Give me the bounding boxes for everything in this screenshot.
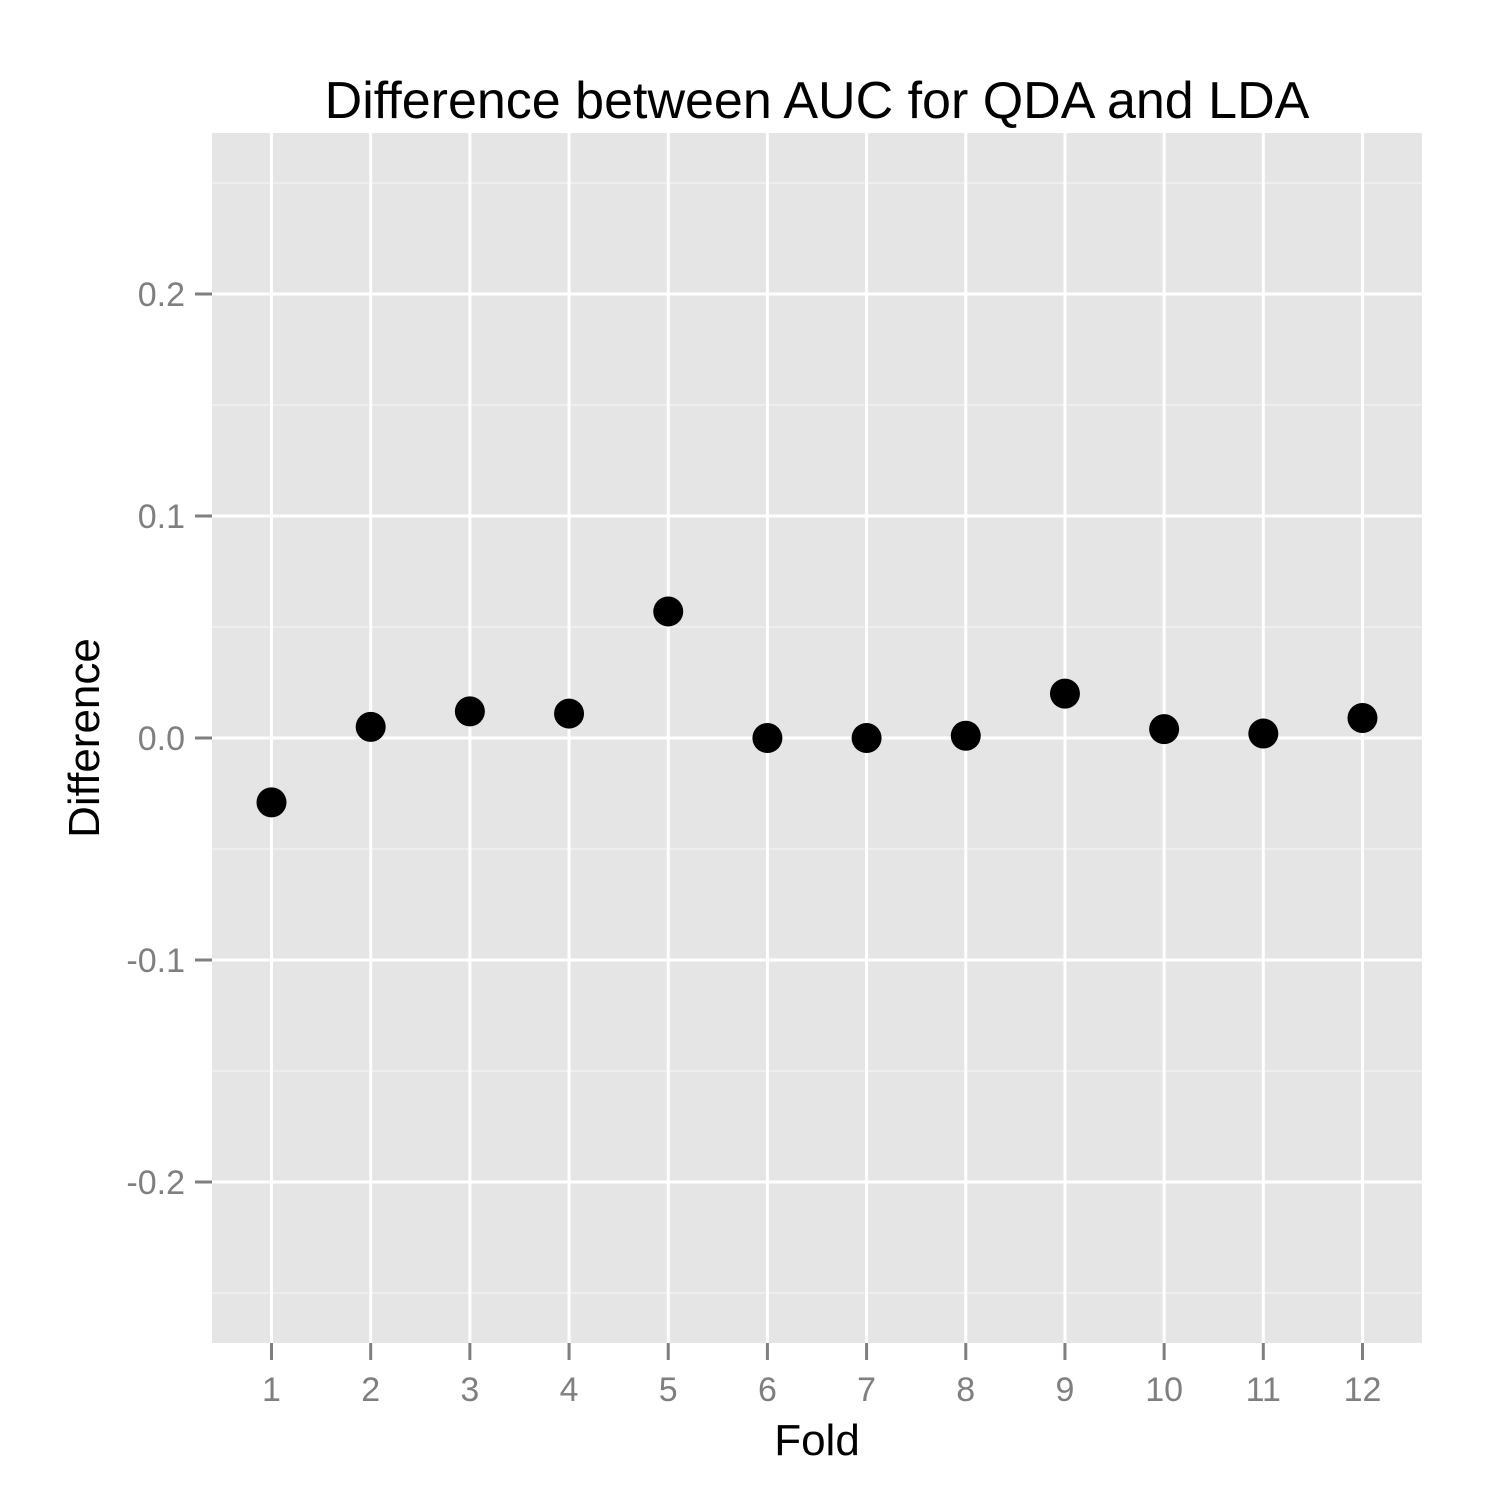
y-tick-label: -0.1 (126, 942, 185, 980)
x-tick-label: 4 (560, 1371, 579, 1409)
y-axis: -0.2 -0.1 0.0 0.1 0.2 (126, 276, 212, 1202)
x-axis-title: Fold (774, 1416, 860, 1465)
data-point (256, 787, 287, 818)
data-point (851, 723, 882, 753)
data-point (653, 596, 684, 627)
x-axis: 1 2 3 4 5 6 7 8 9 10 11 12 (262, 1343, 1381, 1409)
data-point (950, 720, 981, 751)
y-axis-title: Difference (60, 638, 109, 838)
y-tick-label: 0.1 (138, 498, 185, 536)
x-tick-label: 9 (1055, 1371, 1074, 1409)
data-point (1049, 678, 1080, 709)
data-point (1149, 714, 1180, 745)
x-tick-label: 11 (1246, 1371, 1281, 1409)
x-tick-label: 12 (1344, 1371, 1382, 1409)
x-tick-label: 7 (857, 1371, 876, 1409)
x-tick-label: 5 (659, 1371, 678, 1409)
x-tick-label: 3 (460, 1371, 479, 1409)
data-point (554, 698, 585, 729)
y-tick-label: 0.2 (138, 276, 185, 314)
y-tick-label: 0.0 (138, 720, 185, 758)
data-points (256, 596, 1378, 818)
data-point (454, 696, 485, 727)
x-tick-label: 1 (262, 1371, 281, 1409)
x-tick-label: 6 (758, 1371, 777, 1409)
data-point (355, 711, 386, 742)
x-tick-label: 8 (956, 1371, 975, 1409)
data-point (1347, 703, 1378, 734)
data-point (752, 723, 783, 753)
data-point (1248, 718, 1279, 749)
y-tick-label: -0.2 (126, 1164, 185, 1202)
minor-gridlines (212, 182, 1422, 1294)
x-tick-label: 10 (1145, 1371, 1183, 1409)
x-tick-label: 2 (361, 1371, 380, 1409)
chart-title: Difference between AUC for QDA and LDA (325, 72, 1310, 130)
